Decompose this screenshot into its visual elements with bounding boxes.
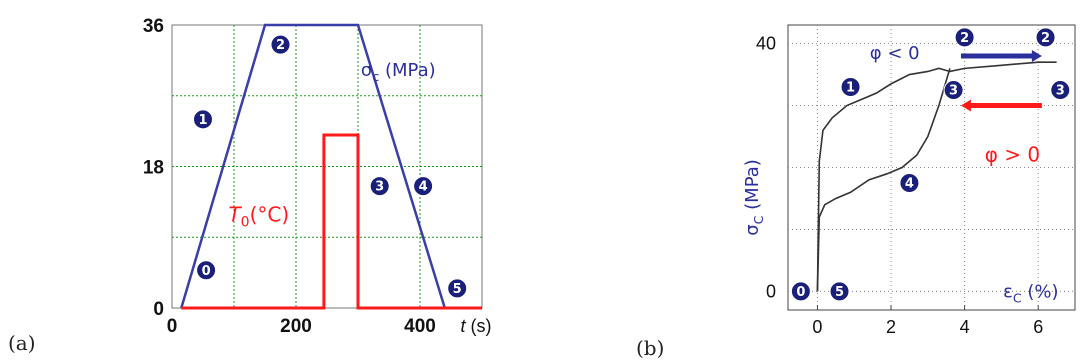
phi-annotation-0: φ < 0 <box>870 43 920 64</box>
x-tick-label-b: 6 <box>1033 317 1043 337</box>
x-tick-label-b: 4 <box>960 317 970 337</box>
marker-a-1-label: 1 <box>198 113 207 128</box>
marker-b-5-1 <box>829 281 850 302</box>
marker-a-1 <box>193 109 213 130</box>
arrow-head-1 <box>960 99 971 112</box>
marker-b-2-4 <box>1035 27 1056 48</box>
x-tick-label-a: 0 <box>167 316 178 337</box>
x-axis-label-a: t (s) <box>460 316 491 336</box>
series-line-1 <box>181 133 482 310</box>
marker-b-2-3 <box>954 27 975 48</box>
marker-a-5-label: 5 <box>453 282 462 297</box>
curve-loading <box>816 61 1057 292</box>
x-axis-label-b: εC (%) <box>1003 281 1058 305</box>
series-label-T0: T0(°C) <box>228 203 289 231</box>
marker-b-1-2-label: 1 <box>846 80 855 95</box>
phi-annotation-1: φ > 0 <box>985 142 1040 166</box>
x-tick-label-a: 200 <box>280 316 312 337</box>
panel-label-b: (b) <box>636 336 664 360</box>
marker-a-0 <box>196 260 217 281</box>
marker-b-4-7-label: 4 <box>905 176 914 191</box>
marker-a-5 <box>447 278 468 299</box>
y-tick-label-b: 40 <box>756 34 776 54</box>
marker-b-4-7 <box>899 172 920 193</box>
marker-a-4 <box>413 176 434 197</box>
y-tick-label-a: 18 <box>143 158 164 179</box>
marker-b-2-4-label: 2 <box>1041 31 1050 46</box>
arrow-head-0 <box>1031 49 1042 62</box>
marker-a-3 <box>369 176 390 197</box>
panel-label-a: (a) <box>8 331 36 355</box>
marker-b-3-6 <box>1050 80 1071 101</box>
marker-b-0-0-label: 0 <box>796 285 805 300</box>
marker-b-5-1-label: 5 <box>835 285 844 300</box>
series-label-sigma: σc (MPa) <box>361 60 436 84</box>
y-tick-label-b: 0 <box>766 281 776 301</box>
marker-a-0-label: 0 <box>202 264 211 279</box>
y-tick-label-a: 0 <box>153 299 164 320</box>
marker-a-3-label: 3 <box>375 180 384 195</box>
marker-b-3-5-label: 3 <box>949 84 958 99</box>
marker-b-0-0 <box>790 281 811 302</box>
marker-b-3-5 <box>943 80 964 101</box>
plot-area-b <box>787 24 1076 311</box>
marker-b-2-3-label: 2 <box>960 31 969 46</box>
y-tick-label-a: 36 <box>143 16 164 37</box>
x-tick-label-b: 2 <box>886 317 896 337</box>
curve-unloading <box>816 68 951 292</box>
marker-a-2-label: 2 <box>276 38 285 53</box>
marker-b-3-6-label: 3 <box>1056 84 1065 99</box>
x-tick-label-b: 0 <box>812 317 822 337</box>
marker-a-4-label: 4 <box>419 180 428 195</box>
x-tick-label-a: 400 <box>404 316 436 337</box>
marker-b-1-2 <box>840 76 861 97</box>
marker-a-2 <box>270 34 291 55</box>
y-axis-label-b: σC (MPa) <box>742 159 766 236</box>
